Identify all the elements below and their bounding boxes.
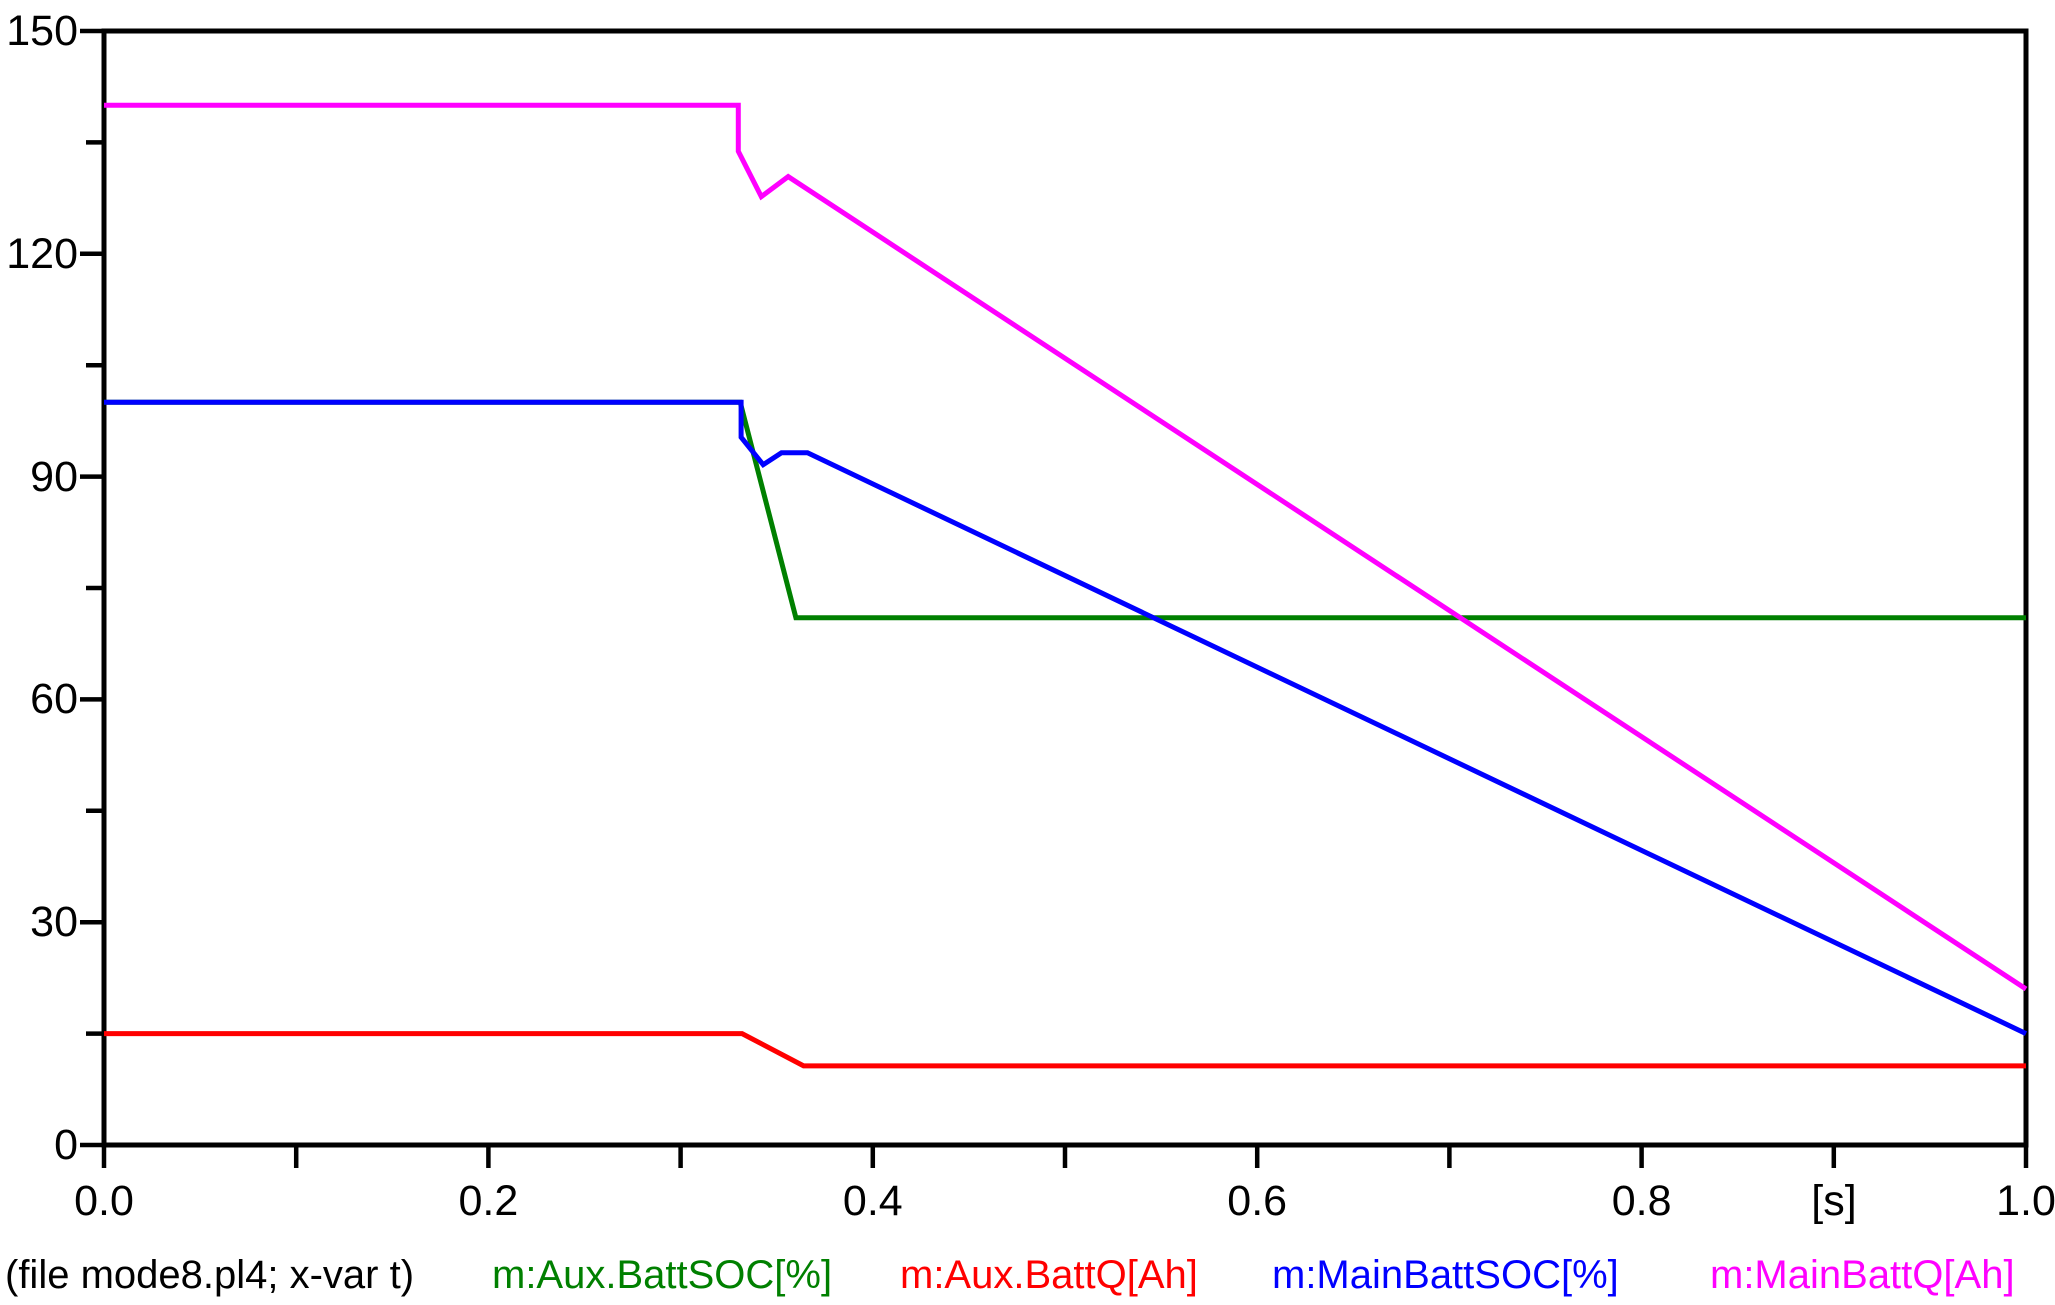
plot-frame: [101, 28, 2029, 1148]
legend-row: (file mode8.pl4; x-var t) m:Aux.BattSOC[…: [0, 1252, 2055, 1305]
series-line-3: [104, 102, 2028, 992]
y-tick-label: 90: [30, 452, 78, 501]
series-line-2: [104, 399, 2028, 1036]
legend-item-2: m:MainBattSOC[%]: [1272, 1253, 1619, 1297]
series-lines: [104, 102, 2028, 1069]
axis-ticks: [80, 28, 2029, 1168]
series-line-0: [104, 399, 2026, 621]
y-tick-label: 30: [30, 898, 78, 947]
x-axis-unit-label: [s]: [1811, 1177, 1857, 1225]
legend-item-3: m:MainBattQ[Ah]: [1710, 1253, 2015, 1297]
y-tick-label: 0: [54, 1121, 78, 1169]
x-tick-label: 1.0: [1996, 1177, 2055, 1225]
x-tick-label: 0.6: [1227, 1177, 1288, 1225]
x-tick-label: 0.0: [74, 1177, 134, 1225]
series-line-1: [104, 1031, 2026, 1069]
x-tick-label: 0.8: [1611, 1177, 1672, 1225]
file-annotation: (file mode8.pl4; x-var t): [5, 1253, 415, 1297]
y-tick-label: 150: [6, 7, 78, 55]
y-tick-label: 60: [30, 675, 78, 724]
legend-item-1: m:Aux.BattQ[Ah]: [900, 1253, 1198, 1297]
x-tick-label: 0.4: [842, 1177, 903, 1225]
legend-item-0: m:Aux.BattSOC[%]: [492, 1253, 833, 1297]
x-tick-label: 0.2: [458, 1177, 519, 1225]
y-tick-label: 120: [6, 229, 78, 278]
